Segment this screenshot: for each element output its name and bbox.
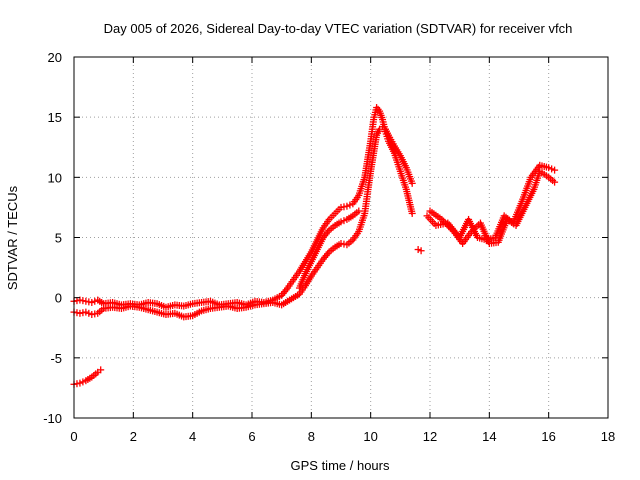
x-tick-label: 2 [130, 429, 137, 444]
data-point [408, 209, 416, 217]
grid-layer [74, 57, 608, 418]
y-tick-label: -10 [43, 411, 62, 426]
x-tick-label: 16 [541, 429, 555, 444]
y-tick-label: 15 [48, 110, 62, 125]
data-point [417, 247, 425, 255]
data-point [355, 207, 363, 215]
data-layer [70, 104, 559, 388]
x-tick-label: 12 [423, 429, 437, 444]
x-tick-label: 8 [308, 429, 315, 444]
y-tick-label: 10 [48, 170, 62, 185]
x-tick-label: 10 [363, 429, 377, 444]
x-axis-label: GPS time / hours [291, 458, 390, 473]
x-tick-label: 14 [482, 429, 496, 444]
data-point [551, 166, 559, 174]
x-tick-label: 0 [70, 429, 77, 444]
x-tick-label: 18 [601, 429, 615, 444]
data-point [551, 178, 559, 186]
y-axis-label: SDTVAR / TECUs [5, 185, 20, 290]
y-tick-label: 0 [55, 291, 62, 306]
tick-layer [73, 56, 609, 419]
x-tick-label: 4 [189, 429, 196, 444]
x-tick-label: 6 [248, 429, 255, 444]
y-tick-label: 5 [55, 231, 62, 246]
data-point [408, 179, 416, 187]
tick-label-layer: 0 2 4 6 8 10 12 14 16 18 -10 -5 0 5 10 15 20 [43, 50, 615, 444]
chart-title: Day 005 of 2026, Sidereal Day-to-day VTE… [104, 21, 573, 36]
y-tick-label: 20 [48, 50, 62, 65]
y-tick-label: -5 [50, 351, 62, 366]
data-point [97, 366, 105, 374]
